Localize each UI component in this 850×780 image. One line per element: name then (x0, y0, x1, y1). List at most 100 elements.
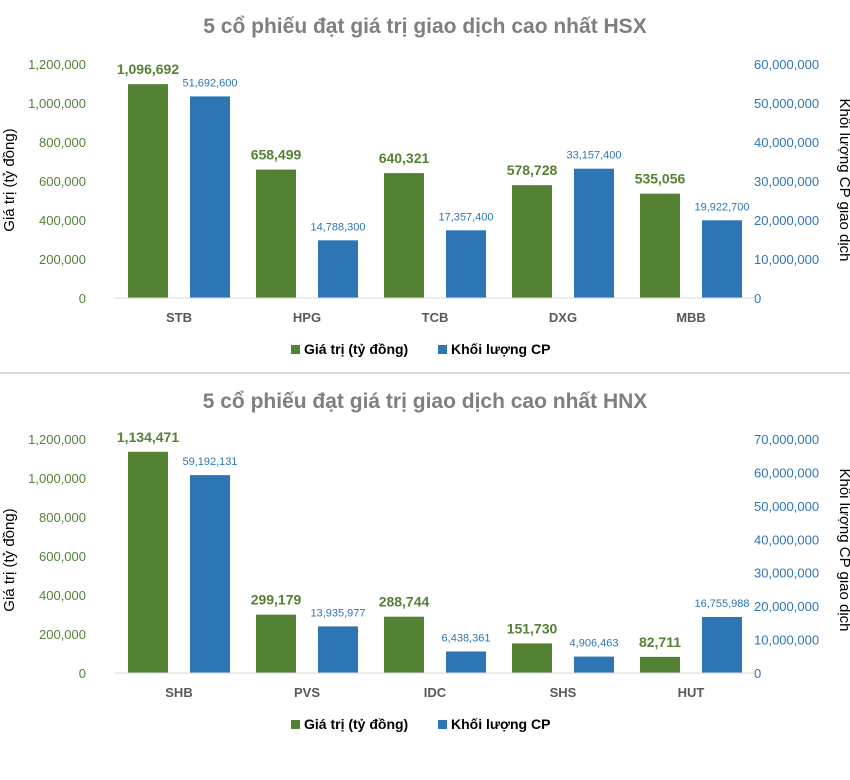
data-label-volume: 14,788,300 (310, 221, 365, 233)
y-tick-left: 0 (79, 291, 86, 306)
chart-hnx: 5 cổ phiếu đạt giá trị giao dịch cao nhấ… (0, 375, 850, 775)
bar-volume (318, 626, 358, 673)
chart-hnx-svg: 5 cổ phiếu đạt giá trị giao dịch cao nhấ… (1, 390, 850, 732)
y-tick-right: 20,000,000 (754, 599, 819, 614)
bar-value (640, 193, 680, 298)
y-tick-right: 40,000,000 (754, 135, 819, 150)
legend-label-value: Giá trị (tỷ đồng) (304, 341, 408, 357)
legend: Giá trị (tỷ đồng) Khối lượng CP (291, 341, 550, 357)
x-tick-label: DXG (549, 310, 577, 325)
y-tick-right: 50,000,000 (754, 96, 819, 111)
bar-value (128, 451, 168, 673)
data-label-value: 82,711 (639, 634, 681, 650)
bar-value (128, 84, 168, 299)
bar-value (384, 173, 424, 298)
y-tick-right: 10,000,000 (754, 252, 819, 267)
data-label-volume: 13,935,977 (310, 607, 365, 619)
y-tick-left: 800,000 (39, 510, 86, 525)
y-tick-left: 600,000 (39, 549, 86, 564)
data-label-value: 1,096,692 (117, 61, 179, 77)
legend-label-value: Giá trị (tỷ đồng) (304, 716, 408, 732)
chart-title: 5 cổ phiếu đạt giá trị giao dịch cao nhấ… (203, 390, 648, 413)
data-label-volume: 19,922,700 (694, 201, 749, 213)
y-tick-left: 0 (79, 666, 86, 681)
legend-label-volume: Khối lượng CP (451, 716, 550, 732)
data-label-volume: 17,357,400 (438, 211, 493, 223)
bar-volume (190, 475, 230, 673)
y-tick-right: 10,000,000 (754, 633, 819, 648)
legend-swatch-volume (438, 720, 447, 729)
y-tick-left: 400,000 (39, 213, 86, 228)
bar-volume (702, 616, 742, 673)
data-label-volume: 4,906,463 (570, 638, 619, 650)
bar-volume (702, 220, 742, 298)
y-tick-left: 200,000 (39, 627, 86, 642)
y-axis-label-right: Khối lượng CP giao dịch (836, 98, 850, 261)
x-tick-label: TCB (422, 310, 449, 325)
chart-hsx-svg: 5 cổ phiếu đạt giá trị giao dịch cao nhấ… (1, 15, 850, 357)
y-tick-right: 0 (754, 666, 761, 681)
data-label-volume: 6,438,361 (442, 632, 491, 644)
y-axis-label-left: Giá trị (tỷ đồng) (1, 508, 18, 611)
data-label-value: 288,744 (379, 594, 430, 610)
y-tick-right: 0 (754, 291, 761, 306)
legend: Giá trị (tỷ đồng) Khối lượng CP (291, 716, 550, 732)
bar-volume (574, 168, 614, 298)
bar-value (384, 616, 424, 673)
y-tick-right: 70,000,000 (754, 432, 819, 447)
bar-value (512, 643, 552, 673)
data-label-volume: 51,692,600 (182, 77, 237, 89)
y-tick-left: 1,200,000 (28, 432, 86, 447)
chart-hsx: 5 cổ phiếu đạt giá trị giao dịch cao nhấ… (0, 0, 850, 372)
bar-value (640, 656, 680, 673)
panel-divider (0, 372, 850, 374)
legend-label-volume: Khối lượng CP (451, 341, 550, 357)
y-tick-right: 60,000,000 (754, 465, 819, 480)
y-tick-left: 400,000 (39, 588, 86, 603)
chart-title: 5 cổ phiếu đạt giá trị giao dịch cao nhấ… (203, 15, 646, 38)
y-tick-left: 1,000,000 (28, 471, 86, 486)
legend-swatch-volume (438, 345, 447, 354)
data-label-value: 658,499 (251, 147, 302, 163)
bar-volume (446, 230, 486, 298)
data-label-volume: 59,192,131 (182, 456, 237, 468)
y-axis-label-left: Giá trị (tỷ đồng) (1, 128, 18, 231)
bar-volume (190, 96, 230, 298)
legend-swatch-value (291, 720, 300, 729)
y-tick-right: 30,000,000 (754, 174, 819, 189)
x-tick-label: HPG (293, 310, 321, 325)
data-label-value: 1,134,471 (117, 429, 179, 445)
x-tick-label: MBB (676, 310, 706, 325)
y-tick-left: 1,000,000 (28, 96, 86, 111)
data-label-value: 535,056 (635, 171, 686, 187)
bar-volume (318, 240, 358, 298)
bar-value (256, 169, 296, 298)
y-tick-right: 40,000,000 (754, 532, 819, 547)
legend-swatch-value (291, 345, 300, 354)
bar-value (256, 614, 296, 673)
y-axis-label-right: Khối lượng CP giao dịch (836, 468, 850, 631)
y-tick-left: 200,000 (39, 252, 86, 267)
y-tick-right: 50,000,000 (754, 499, 819, 514)
y-tick-right: 30,000,000 (754, 566, 819, 581)
data-label-value: 299,179 (251, 592, 302, 608)
x-tick-label: SHB (165, 685, 192, 700)
data-label-value: 578,728 (507, 162, 558, 178)
data-label-value: 151,730 (507, 620, 558, 636)
y-tick-right: 20,000,000 (754, 213, 819, 228)
x-tick-label: PVS (294, 685, 320, 700)
bar-volume (574, 656, 614, 673)
y-tick-left: 800,000 (39, 135, 86, 150)
data-label-volume: 33,157,400 (566, 150, 621, 162)
x-tick-label: IDC (424, 685, 447, 700)
data-label-value: 640,321 (379, 150, 430, 166)
y-tick-left: 600,000 (39, 174, 86, 189)
y-tick-right: 60,000,000 (754, 57, 819, 72)
x-tick-label: STB (166, 310, 192, 325)
bar-volume (446, 651, 486, 673)
bar-value (512, 185, 552, 298)
x-tick-label: SHS (550, 685, 577, 700)
data-label-volume: 16,755,988 (694, 598, 749, 610)
y-tick-left: 1,200,000 (28, 57, 86, 72)
x-tick-label: HUT (678, 685, 705, 700)
